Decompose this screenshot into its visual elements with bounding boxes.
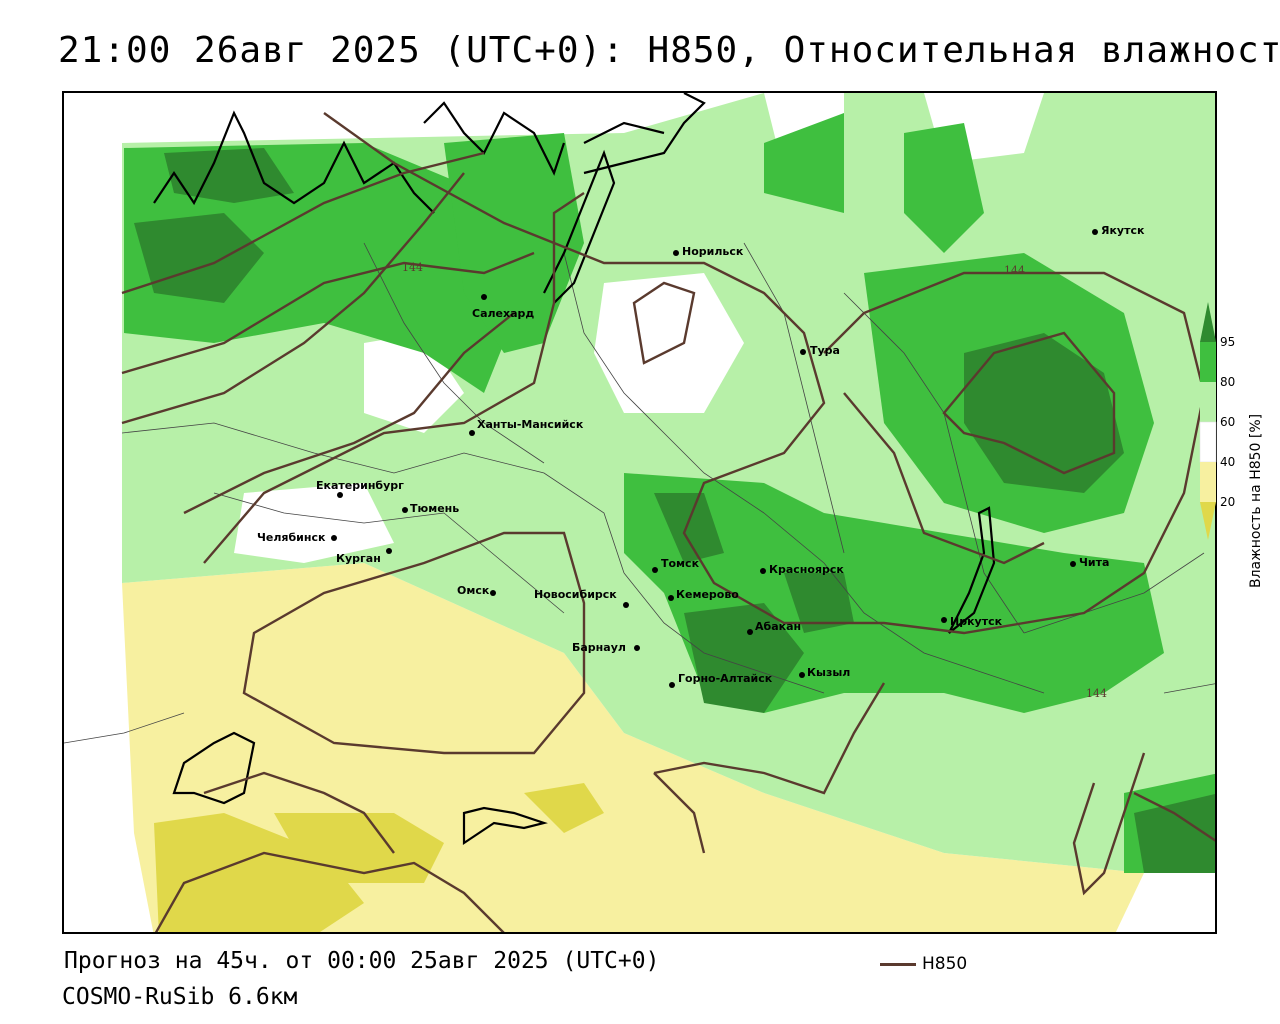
city-markers: Якутск Норильск Салехард Тура Ханты-Манс… bbox=[257, 224, 1145, 688]
colorbar-band-60 bbox=[1200, 382, 1216, 422]
city-dot bbox=[669, 682, 675, 688]
city-dot bbox=[799, 672, 805, 678]
city-dot bbox=[747, 629, 753, 635]
city-dot bbox=[634, 645, 640, 651]
colorbar-band-40 bbox=[1199, 421, 1217, 463]
city-dot bbox=[490, 590, 496, 596]
city-dot bbox=[941, 617, 947, 623]
isoline-legend-swatch bbox=[880, 962, 916, 966]
map-title: 21:00 26авг 2025 (UTC+0): H850, Относите… bbox=[58, 30, 1280, 71]
coastline bbox=[153, 93, 996, 846]
colorbar-band-80 bbox=[1200, 342, 1216, 382]
city-dot bbox=[760, 568, 766, 574]
city-label-gorno-altaysk: Горно-Алтайск bbox=[678, 672, 773, 685]
city-label-kurgan: Курган bbox=[336, 552, 381, 565]
colorbar-title: Влажность на H850 [%] bbox=[1244, 352, 1268, 592]
colorbar-title-text: Влажность на H850 [%] bbox=[1248, 413, 1264, 588]
city-label-ekaterinburg: Екатеринбург bbox=[316, 479, 404, 492]
city-dot bbox=[800, 349, 806, 355]
region-borders bbox=[64, 242, 1215, 744]
city-label-norilsk: Норильск bbox=[682, 245, 744, 258]
isoline-label: 144 bbox=[1004, 264, 1025, 277]
isoline-legend-label: H850 bbox=[922, 954, 968, 974]
city-label-chelyabinsk: Челябинск bbox=[257, 531, 326, 544]
city-label-irkutsk: Иркутск bbox=[950, 615, 1003, 628]
city-dot bbox=[668, 595, 674, 601]
city-label-chita: Чита bbox=[1079, 556, 1109, 569]
city-label-krasnoyarsk: Красноярск bbox=[769, 563, 844, 576]
city-label-barnaul: Барнаул bbox=[572, 641, 626, 654]
city-dot bbox=[337, 492, 343, 498]
city-label-salekhard: Салехард bbox=[472, 307, 534, 320]
city-dot bbox=[331, 535, 337, 541]
city-dot bbox=[1092, 229, 1098, 235]
colorbar-band-20 bbox=[1200, 462, 1216, 502]
isoline-label: 144 bbox=[1086, 687, 1107, 700]
city-dot bbox=[673, 250, 679, 256]
city-dot bbox=[386, 548, 392, 554]
city-dot bbox=[402, 507, 408, 513]
city-label-novosibirsk: Новосибирск bbox=[534, 588, 617, 601]
isoline-legend: H850 bbox=[880, 952, 967, 976]
city-dot bbox=[623, 602, 629, 608]
city-dot bbox=[481, 294, 487, 300]
city-label-omsk: Омск bbox=[457, 584, 490, 597]
city-dot bbox=[1070, 561, 1076, 567]
forecast-info: Прогноз на 45ч. от 00:00 25авг 2025 (UTC… bbox=[64, 948, 660, 974]
city-label-yakutsk: Якутск bbox=[1101, 224, 1145, 237]
city-label-abakan: Абакан bbox=[755, 620, 801, 633]
colorbar-tick: 80 bbox=[1220, 375, 1235, 389]
colorbar-cap-top bbox=[1200, 302, 1216, 342]
model-name: COSMO-RuSib 6.6км bbox=[62, 984, 298, 1010]
colorbar-tick: 95 bbox=[1220, 335, 1235, 349]
city-label-kemerovo: Кемерово bbox=[676, 588, 739, 601]
isoline-label: 144 bbox=[402, 261, 423, 274]
colorbar: 95 80 60 40 20 bbox=[1198, 300, 1278, 600]
city-label-khanty-mansiysk: Ханты-Мансийск bbox=[477, 418, 584, 431]
city-dot bbox=[469, 430, 475, 436]
city-label-kyzyl: Кызыл bbox=[807, 666, 850, 679]
city-label-tomsk: Томск bbox=[661, 557, 700, 570]
h850-isolines bbox=[121, 112, 1215, 932]
colorbar-cap-bottom bbox=[1200, 502, 1216, 540]
city-dot bbox=[652, 567, 658, 573]
city-label-tura: Тура bbox=[810, 344, 840, 357]
colorbar-tick: 20 bbox=[1220, 495, 1235, 509]
colorbar-tick: 40 bbox=[1220, 455, 1235, 469]
city-label-tyumen: Тюмень bbox=[410, 502, 459, 515]
map-panel: 144 144 144 Якутск Норильск Салехард Тур… bbox=[62, 91, 1217, 934]
moist-zone-dark bbox=[134, 148, 1215, 873]
humidity-map: 144 144 144 Якутск Норильск Салехард Тур… bbox=[64, 93, 1215, 932]
colorbar-tick: 60 bbox=[1220, 415, 1235, 429]
